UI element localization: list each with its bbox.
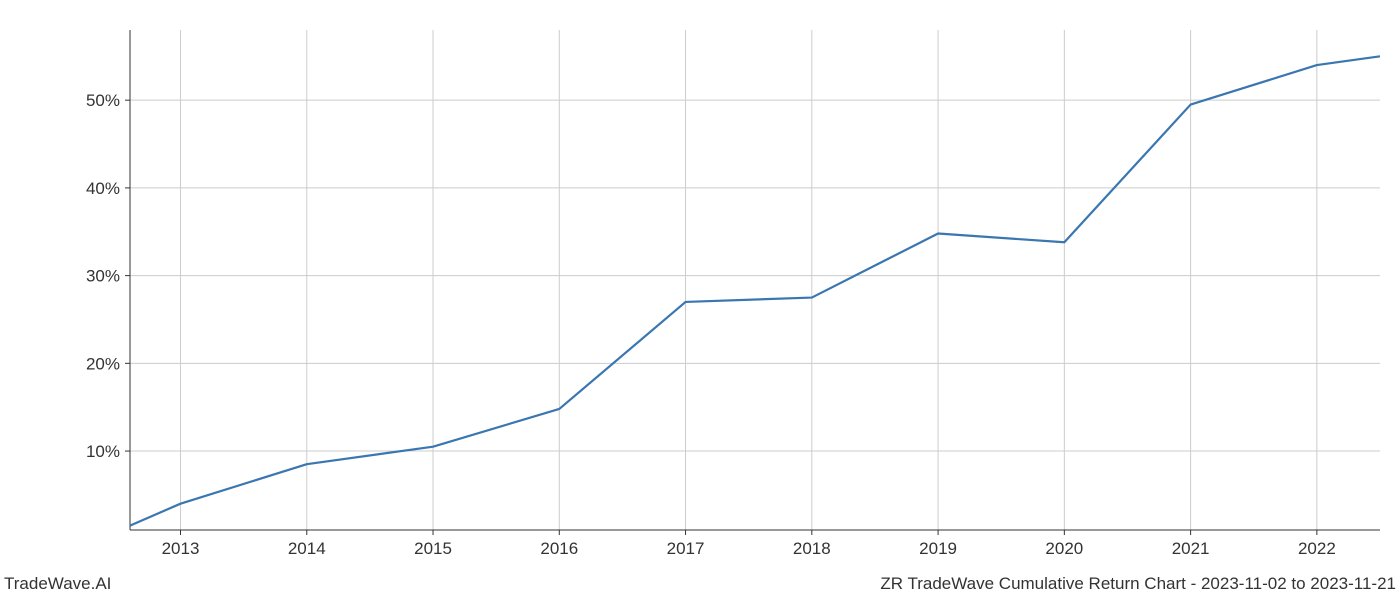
x-tick-label: 2016 <box>540 539 578 558</box>
chart-container: 2013 2014 2015 2016 2017 2018 2019 2020 2021 2022… <box>0 0 1400 600</box>
x-tick-label: 2019 <box>919 539 957 558</box>
x-tick-label: 2021 <box>1172 539 1210 558</box>
footer-left-text: TradeWave.AI <box>4 574 111 594</box>
y-tick-label: 20% <box>86 354 120 373</box>
x-tick-label: 2017 <box>667 539 705 558</box>
x-tick-label: 2022 <box>1298 539 1336 558</box>
x-tick-label: 2013 <box>162 539 200 558</box>
x-tick-label: 2020 <box>1045 539 1083 558</box>
y-tick-label: 30% <box>86 267 120 286</box>
line-chart: 2013 2014 2015 2016 2017 2018 2019 2020 2021 2022… <box>0 0 1400 600</box>
x-tick-label: 2018 <box>793 539 831 558</box>
y-tick-label: 50% <box>86 91 120 110</box>
x-tick-label: 2015 <box>414 539 452 558</box>
y-tick-label: 10% <box>86 442 120 461</box>
y-tick-label: 40% <box>86 179 120 198</box>
footer-right-text: ZR TradeWave Cumulative Return Chart - 2… <box>880 574 1396 594</box>
chart-bg <box>0 0 1400 600</box>
x-tick-label: 2014 <box>288 539 326 558</box>
